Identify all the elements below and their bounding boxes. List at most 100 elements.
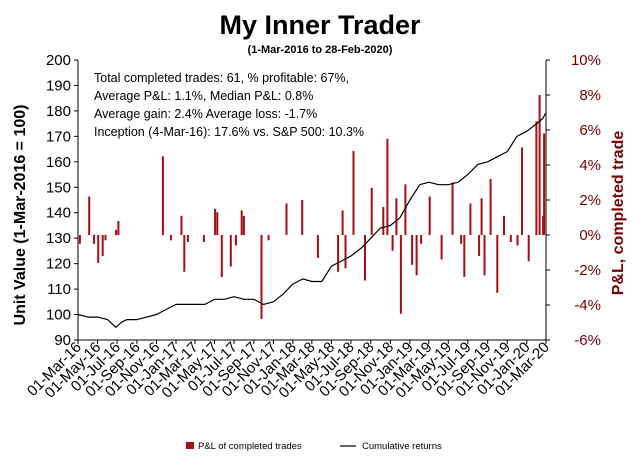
- tick-label: 110: [47, 281, 71, 298]
- bar: [180, 215, 183, 236]
- left-axis-ticks: 90 100 110 120 130 140 150 160 170 180 190 200: [46, 52, 78, 349]
- tick-label: 4%: [579, 157, 601, 174]
- tick-label: -6%: [574, 332, 601, 349]
- bar: [115, 229, 118, 236]
- tick-label: 140: [46, 205, 71, 222]
- bar: [364, 235, 366, 281]
- bar: [337, 235, 340, 272]
- bar: [117, 221, 120, 235]
- bar: [386, 138, 389, 236]
- cumulative-returns-line: [77, 113, 546, 328]
- bar: [483, 235, 486, 276]
- bar: [202, 235, 205, 242]
- bar-series: [78, 95, 546, 319]
- bar: [460, 235, 463, 244]
- bar: [229, 235, 232, 267]
- tick-label: 6%: [579, 122, 601, 139]
- bar: [399, 235, 402, 314]
- tick-label: 0%: [579, 227, 601, 244]
- bar: [216, 212, 219, 236]
- bar: [161, 156, 164, 236]
- bar: [521, 147, 523, 235]
- bar: [535, 121, 538, 236]
- stats-annotation: Total completed trades: 61, % profitable…: [94, 71, 364, 139]
- stats-line: Total completed trades: 61, % profitable…: [94, 71, 349, 85]
- tick-label: 10%: [571, 52, 601, 69]
- tick-label: 180: [46, 103, 71, 120]
- bar: [480, 198, 483, 236]
- bar: [370, 187, 373, 236]
- legend-swatch-bars: [186, 442, 194, 449]
- line-series: [77, 113, 546, 328]
- bar: [352, 151, 355, 235]
- tick-label: -4%: [574, 297, 601, 314]
- tick-label: 130: [46, 230, 71, 247]
- tick-label: 90: [54, 332, 71, 349]
- bar: [97, 235, 100, 263]
- bar: [415, 235, 418, 276]
- stats-line: Average gain: 2.4% Average loss: -1.7%: [94, 107, 317, 121]
- tick-label: 2%: [579, 192, 601, 209]
- bar: [503, 215, 505, 236]
- tick-label: 120: [46, 256, 71, 273]
- bar: [463, 235, 466, 277]
- bar: [169, 235, 172, 241]
- y-axis-right-label: P&L, completed trade: [610, 131, 627, 296]
- bar: [344, 235, 347, 269]
- bar: [220, 235, 223, 277]
- chart-title: My Inner Trader: [219, 10, 421, 40]
- bar: [489, 179, 492, 235]
- bar: [496, 235, 499, 293]
- bar: [440, 235, 443, 260]
- bar: [527, 235, 530, 262]
- y-axis-left-label: Unit Value (1-Mar-2016 = 100): [12, 105, 29, 326]
- bar: [214, 208, 217, 236]
- tick-label: 160: [46, 154, 71, 171]
- bar: [451, 182, 454, 235]
- bar: [391, 235, 394, 251]
- bar: [78, 235, 81, 244]
- bar: [234, 235, 237, 246]
- bar: [382, 207, 385, 235]
- bar: [186, 235, 189, 242]
- bar: [469, 203, 472, 235]
- bar: [93, 235, 95, 244]
- bar: [543, 133, 546, 235]
- tick-label: -2%: [574, 262, 601, 279]
- bar: [411, 235, 414, 265]
- bar: [285, 203, 288, 235]
- bar: [267, 235, 270, 241]
- bar: [104, 235, 107, 241]
- chart-subtitle: (1-Mar-2016 to 28-Feb-2020): [248, 44, 393, 56]
- tick-label: 190: [46, 77, 71, 94]
- bar: [301, 200, 304, 235]
- bar: [260, 235, 263, 319]
- bar: [420, 235, 423, 244]
- bar: [240, 210, 243, 235]
- bar: [341, 210, 344, 235]
- bar: [395, 198, 398, 236]
- tick-label: 8%: [579, 87, 601, 104]
- legend-entry-line: Cumulative returns: [362, 441, 442, 452]
- tick-label: 150: [46, 179, 71, 196]
- bar: [509, 235, 512, 242]
- legend: P&L of completed trades Cumulative retur…: [186, 441, 442, 452]
- bar: [242, 215, 245, 236]
- bar: [404, 184, 407, 236]
- tick-label: 170: [46, 128, 71, 145]
- bar: [538, 95, 541, 235]
- bar: [88, 196, 91, 235]
- bar: [183, 235, 186, 272]
- stats-line: Inception (4-Mar-16): 17.6% vs. S&P 500:…: [94, 125, 364, 139]
- stats-line: Average P&L: 1.1%, Median P&L: 0.8%: [94, 89, 313, 103]
- tick-label: 100: [46, 307, 71, 324]
- bar: [478, 235, 481, 256]
- x-axis-ticks: 01-Mar-1601-May-1601-Jul-1601-Sep-1601-N…: [24, 339, 553, 402]
- bar: [101, 235, 104, 256]
- tick-label: 200: [46, 52, 71, 69]
- bar: [316, 235, 319, 258]
- bar: [428, 196, 431, 235]
- right-axis-ticks: -6% -4% -2% 0% 2% 4% 6% 8% 10%: [546, 52, 601, 349]
